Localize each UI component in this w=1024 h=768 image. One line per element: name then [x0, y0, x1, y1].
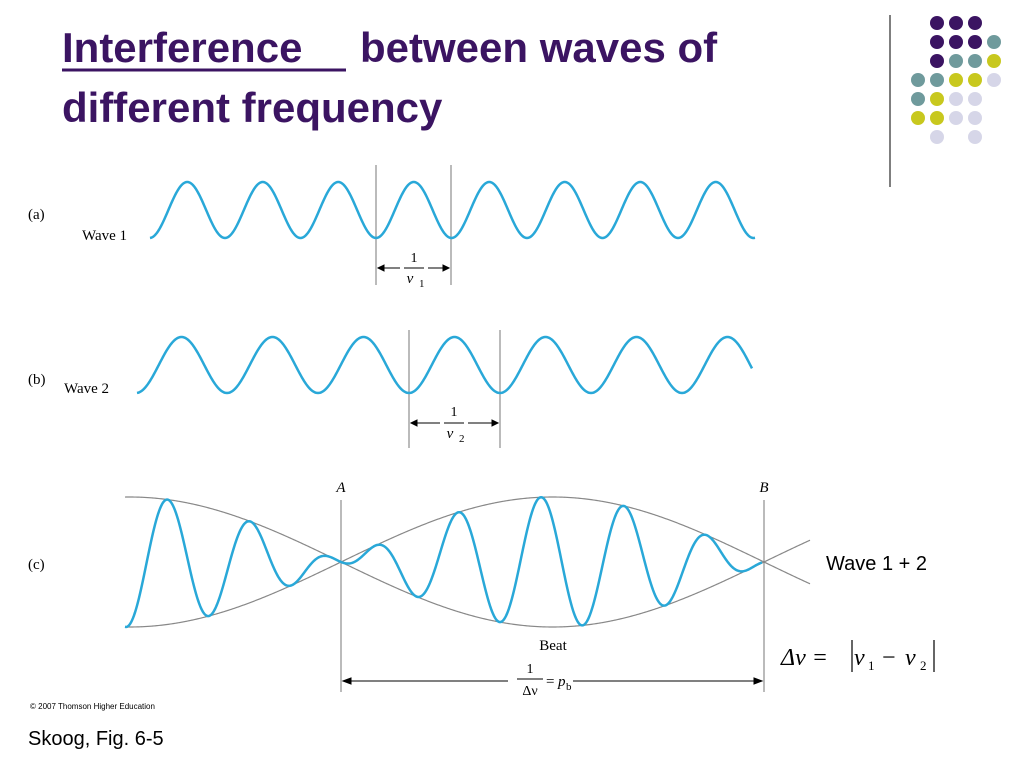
arrow: [409, 419, 500, 427]
dot: [949, 35, 963, 49]
dot: [930, 130, 944, 144]
symbol: p: [557, 674, 566, 690]
subscript: b: [566, 681, 572, 693]
dot: [911, 73, 925, 87]
dot: [911, 92, 925, 106]
point-label: B: [759, 480, 768, 496]
symbol: ν: [407, 271, 414, 287]
dot: [930, 35, 944, 49]
panel-label: (a): [28, 207, 45, 223]
numerator: 1: [411, 251, 418, 266]
title-underlined: Interference: [62, 24, 302, 71]
equals: =: [546, 674, 554, 690]
denominator: Δν: [522, 684, 537, 699]
dot: [949, 16, 963, 30]
envelope: [124, 496, 811, 628]
dot: [949, 73, 963, 87]
dot: [949, 54, 963, 68]
dot: [968, 111, 982, 125]
copyright: © 2007 Thomson Higher Education: [30, 702, 155, 711]
formula: 1: [868, 658, 875, 673]
dot: [987, 73, 1001, 87]
formula: Δν =: [780, 645, 828, 671]
decoration: [911, 16, 1001, 144]
title: different frequency: [62, 84, 443, 131]
dot: [968, 16, 982, 30]
dot: [987, 35, 1001, 49]
dot: [949, 92, 963, 106]
dot: [968, 92, 982, 106]
formula: ν: [854, 645, 865, 671]
panel-label: (c): [28, 557, 45, 573]
envelope: [124, 496, 811, 628]
formula: ν: [905, 645, 916, 671]
point-label: A: [335, 480, 346, 496]
dot: [911, 111, 925, 125]
dot: [968, 73, 982, 87]
wave-label: Wave 1: [82, 228, 127, 244]
subscript: 1: [419, 278, 425, 290]
formula: 2: [920, 658, 927, 673]
dot: [930, 111, 944, 125]
dot: [930, 73, 944, 87]
dot: [930, 16, 944, 30]
dot: [930, 54, 944, 68]
dot: [949, 111, 963, 125]
caption: Skoog, Fig. 6-5: [28, 728, 164, 750]
dot: [968, 54, 982, 68]
wave-1: [149, 180, 756, 240]
title: between waves of: [360, 24, 718, 71]
wave-sum: [124, 495, 763, 629]
arrow: [376, 264, 451, 272]
arrow: [341, 677, 764, 685]
numerator: 1: [451, 405, 458, 420]
symbol: ν: [447, 426, 454, 442]
panel-label: (b): [28, 372, 46, 388]
dot: [930, 92, 944, 106]
dot: [987, 54, 1001, 68]
wave-label: Wave 2: [64, 381, 109, 397]
subscript: 2: [459, 433, 465, 445]
dot: [968, 130, 982, 144]
envelope-label: Beat: [539, 638, 567, 654]
dot: [968, 35, 982, 49]
wave-2: [136, 335, 754, 395]
formula: −: [882, 645, 896, 671]
numerator: 1: [527, 662, 534, 677]
annotation: Wave 1 + 2: [826, 553, 927, 575]
